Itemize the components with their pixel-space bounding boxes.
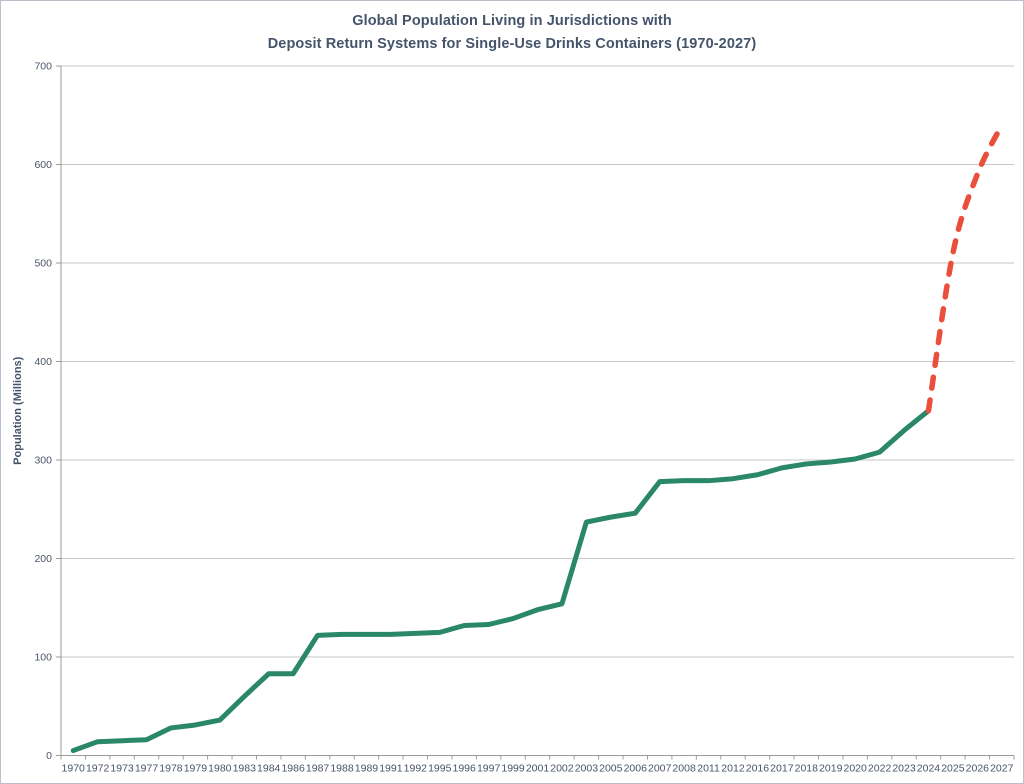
y-tick-label: 100 [34,652,52,664]
x-tick-label: 1995 [428,763,452,775]
x-tick-label: 1987 [306,763,330,775]
chart-title-line1: Global Population Living in Jurisdiction… [352,13,672,29]
x-tick-label: 1977 [135,763,159,775]
x-tick-label: 1988 [330,763,354,775]
x-tick-label: 2006 [624,763,648,775]
x-tick-label: 2002 [550,763,574,775]
x-tick-label: 1986 [281,763,305,775]
x-tick-label: 1989 [355,763,379,775]
y-axis-labels: 0 100 200 300 400 500 600 700 [34,61,52,763]
x-tick-label: 1991 [379,763,403,775]
x-axis-labels: 1970 1972 1973 1977 1978 1979 1980 1983 1984 1986… [62,763,1014,775]
y-tick-label: 500 [34,258,52,270]
x-tick-label: 2011 [697,763,720,775]
x-tick-label: 1996 [453,763,477,775]
x-tick-label: 2001 [526,763,550,775]
x-tick-label: 2003 [575,763,599,775]
x-tick-label: 1980 [208,763,232,775]
chart-title: Global Population Living in Jurisdiction… [1,10,1023,56]
x-tick-label: 1979 [184,763,208,775]
x-tick-label: 1983 [233,763,257,775]
x-tick-label: 2024 [917,763,941,775]
x-tick-label: 2020 [843,763,867,775]
y-gridlines [61,65,1014,658]
x-tick-label: 2008 [672,763,696,775]
y-tick-label: 700 [34,61,52,73]
x-tick-label: 2027 [990,763,1014,775]
series-line-solid [70,408,931,754]
y-axis-ticks [56,65,61,756]
x-tick-label: 1970 [62,763,86,775]
y-axis-title: Population (Millions) [12,356,24,464]
x-axis-ticks [60,755,1015,760]
x-tick-label: 2017 [770,763,794,775]
x-tick-label: 2023 [892,763,916,775]
y-tick-label: 300 [34,455,52,467]
x-tick-label: 2016 [746,763,770,775]
y-tick-label: 400 [34,356,52,368]
x-tick-label: 2007 [648,763,672,775]
x-tick-label: 1973 [110,763,134,775]
x-tick-label: 2018 [795,763,819,775]
x-tick-label: 2025 [941,763,965,775]
x-tick-label: 2019 [819,763,843,775]
x-tick-label: 2022 [868,763,892,775]
x-tick-label: 1972 [86,763,110,775]
x-tick-label: 2005 [599,763,623,775]
y-tick-label: 0 [46,750,52,762]
x-tick-label: 2026 [966,763,990,775]
y-tick-label: 600 [34,159,52,171]
y-tick-label: 200 [34,553,52,565]
x-tick-label: 1999 [501,763,525,775]
x-tick-label: 1992 [404,763,428,775]
chart-title-line2: Deposit Return Systems for Single-Use Dr… [267,36,757,52]
axes [60,66,1014,756]
x-tick-label: 1984 [257,763,281,775]
x-tick-label: 1997 [477,763,501,775]
series-line-dashed [925,122,1005,414]
x-tick-label: 2012 [721,763,745,775]
x-tick-label: 1978 [159,763,183,775]
